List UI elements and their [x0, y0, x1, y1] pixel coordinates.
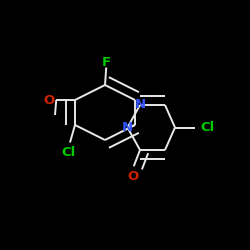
- Text: Cl: Cl: [200, 121, 214, 134]
- Text: N: N: [122, 121, 133, 134]
- Text: N: N: [135, 98, 146, 111]
- Text: F: F: [102, 56, 111, 70]
- Text: O: O: [127, 170, 138, 183]
- Text: Cl: Cl: [62, 146, 76, 158]
- Text: O: O: [43, 94, 54, 106]
